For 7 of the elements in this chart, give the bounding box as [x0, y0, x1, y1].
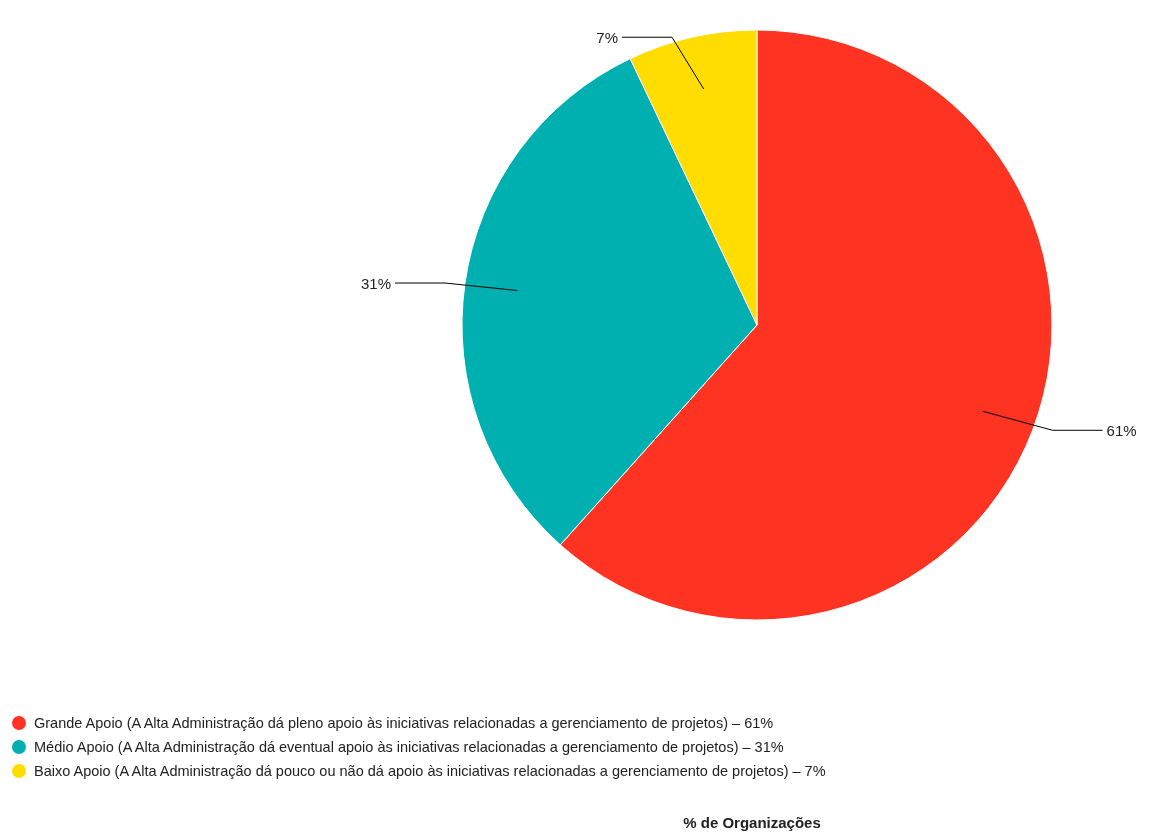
text: % de Organizações	[683, 814, 821, 831]
legend-label: Baixo Apoio (A Alta Administração dá pouco ou não dá apoio às iniciativas relacionadas a gerenciamento de projetos) – 7%	[34, 763, 826, 779]
legend-label: Médio Apoio (A Alta Administração dá eventual apoio às iniciativas relacionadas a gerenciamento de projetos) – 31%	[34, 739, 784, 755]
data-label: 61%	[1106, 421, 1137, 439]
data-label: 31%	[360, 274, 391, 292]
legend-label: Grande Apoio (A Alta Administração dá pleno apoio às iniciativas relacionadas a gerenciamento de projetos) – 61%	[34, 715, 774, 731]
data-label: 7%	[596, 28, 619, 46]
